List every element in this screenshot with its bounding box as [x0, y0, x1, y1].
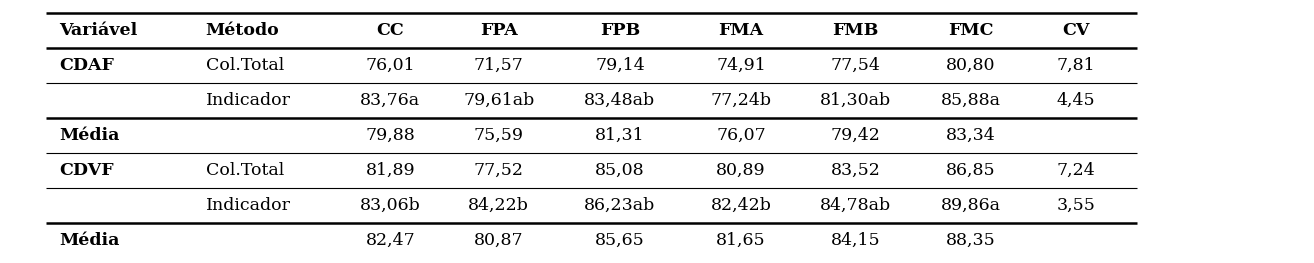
Text: 89,86a: 89,86a — [941, 197, 1000, 214]
Text: 83,48ab: 83,48ab — [585, 92, 656, 109]
Text: 81,89: 81,89 — [365, 162, 415, 179]
Text: Col.Total: Col.Total — [206, 57, 284, 74]
Text: 7,81: 7,81 — [1056, 57, 1095, 74]
Text: 3,55: 3,55 — [1056, 197, 1095, 214]
Text: 84,78ab: 84,78ab — [820, 197, 891, 214]
Text: 77,52: 77,52 — [474, 162, 524, 179]
Text: 79,42: 79,42 — [830, 127, 880, 144]
Text: 85,65: 85,65 — [595, 232, 645, 249]
Text: 80,89: 80,89 — [716, 162, 766, 179]
Text: Indicador: Indicador — [206, 197, 290, 214]
Text: 84,15: 84,15 — [830, 232, 880, 249]
Text: CC: CC — [377, 22, 405, 39]
Text: 80,80: 80,80 — [946, 57, 995, 74]
Text: 79,88: 79,88 — [365, 127, 415, 144]
Text: 76,07: 76,07 — [716, 127, 766, 144]
Text: 77,24b: 77,24b — [711, 92, 771, 109]
Text: Indicador: Indicador — [206, 92, 290, 109]
Text: 77,54: 77,54 — [830, 57, 880, 74]
Text: CDVF: CDVF — [59, 162, 114, 179]
Text: 81,30ab: 81,30ab — [820, 92, 891, 109]
Text: 76,01: 76,01 — [365, 57, 415, 74]
Text: FPA: FPA — [480, 22, 518, 39]
Text: Variável: Variável — [59, 22, 138, 39]
Text: CDAF: CDAF — [59, 57, 114, 74]
Text: FMB: FMB — [833, 22, 879, 39]
Text: 80,87: 80,87 — [474, 232, 523, 249]
Text: 81,65: 81,65 — [716, 232, 766, 249]
Text: FMA: FMA — [719, 22, 763, 39]
Text: 82,42b: 82,42b — [711, 197, 771, 214]
Text: 86,23ab: 86,23ab — [585, 197, 656, 214]
Text: FPB: FPB — [599, 22, 640, 39]
Text: 71,57: 71,57 — [474, 57, 524, 74]
Text: 83,52: 83,52 — [830, 162, 880, 179]
Text: CV: CV — [1062, 22, 1089, 39]
Text: 85,08: 85,08 — [595, 162, 645, 179]
Text: FMC: FMC — [947, 22, 993, 39]
Text: 75,59: 75,59 — [474, 127, 524, 144]
Text: 79,61ab: 79,61ab — [463, 92, 535, 109]
Text: 4,45: 4,45 — [1056, 92, 1095, 109]
Text: 74,91: 74,91 — [716, 57, 766, 74]
Text: 82,47: 82,47 — [365, 232, 415, 249]
Text: 79,14: 79,14 — [595, 57, 645, 74]
Text: 84,22b: 84,22b — [468, 197, 530, 214]
Text: Média: Média — [59, 232, 120, 249]
Text: Col.Total: Col.Total — [206, 162, 284, 179]
Text: 85,88a: 85,88a — [941, 92, 1000, 109]
Text: Método: Método — [206, 22, 280, 39]
Text: 86,85: 86,85 — [946, 162, 995, 179]
Text: 81,31: 81,31 — [595, 127, 645, 144]
Text: 7,24: 7,24 — [1056, 162, 1095, 179]
Text: 83,34: 83,34 — [946, 127, 996, 144]
Text: Média: Média — [59, 127, 120, 144]
Text: 83,76a: 83,76a — [360, 92, 420, 109]
Text: 88,35: 88,35 — [946, 232, 996, 249]
Text: 83,06b: 83,06b — [360, 197, 420, 214]
